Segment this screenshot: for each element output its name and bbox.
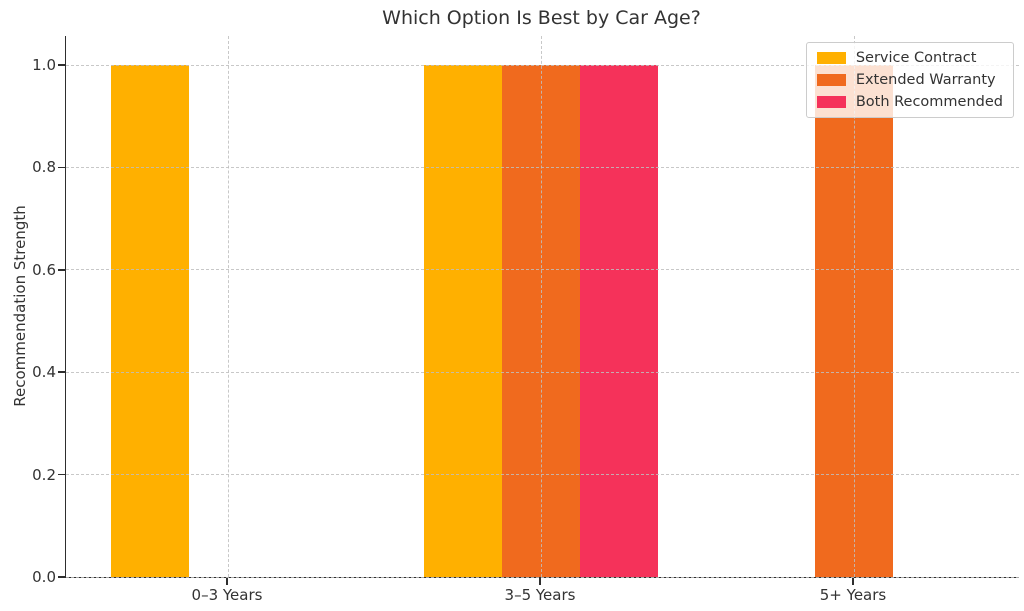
legend-label-service-contract: Service Contract	[855, 50, 977, 66]
y-tick-label: 0.0	[32, 568, 56, 586]
y-tick-mark	[58, 473, 65, 476]
gridline-horizontal	[66, 474, 1019, 476]
legend-swatch-extended-warranty	[816, 74, 846, 86]
x-tick-label: 0–3 Years	[191, 586, 263, 604]
gridline-vertical	[227, 36, 229, 577]
gridline-vertical	[540, 36, 542, 577]
gridline-horizontal	[66, 64, 1019, 66]
gridline-vertical	[853, 36, 855, 577]
y-tick-mark	[58, 64, 65, 66]
y-tick-label: 0.4	[32, 363, 56, 382]
gridline-horizontal	[66, 371, 1019, 373]
legend-item-service-contract: Service Contract	[816, 49, 1003, 67]
legend: Service Contract Extended Warranty Both Re…	[805, 42, 1014, 118]
legend-item-both-recommended: Both Recommended	[816, 93, 1003, 111]
x-tick-label: 5+ Years	[819, 586, 887, 604]
y-tick-mark	[58, 166, 65, 169]
grid-layer	[66, 36, 1019, 578]
x-tick-mark	[852, 578, 854, 585]
y-tick-mark	[58, 269, 65, 271]
legend-swatch-service-contract	[816, 52, 846, 64]
legend-label-extended-warranty: Extended Warranty	[855, 72, 996, 88]
x-tick-mark	[539, 578, 541, 585]
y-tick-mark	[58, 371, 65, 373]
y-tick-label: 0.8	[32, 158, 56, 177]
chart-title: Which Option Is Best by Car Age?	[382, 7, 701, 29]
bar-service-contract-3-5-years	[423, 65, 502, 577]
x-tick-label: 3–5 Years	[504, 586, 576, 604]
x-tick-mark	[226, 578, 228, 585]
gridline-horizontal	[66, 576, 1019, 578]
bar-service-contract-0-3-years	[110, 65, 189, 577]
gridline-horizontal	[66, 166, 1019, 168]
gridline-horizontal	[66, 269, 1019, 271]
bar-both-recommended-3-5-years	[580, 65, 659, 577]
plot-area	[65, 36, 1019, 578]
y-tick-mark	[58, 576, 65, 578]
y-tick-label: 0.2	[32, 465, 56, 484]
legend-label-both-recommended: Both Recommended	[855, 94, 1003, 110]
legend-item-extended-warranty: Extended Warranty	[816, 71, 1003, 89]
y-tick-label: 0.6	[32, 260, 56, 279]
legend-swatch-both-recommended	[816, 96, 846, 108]
y-tick-label: 1.0	[32, 56, 56, 74]
